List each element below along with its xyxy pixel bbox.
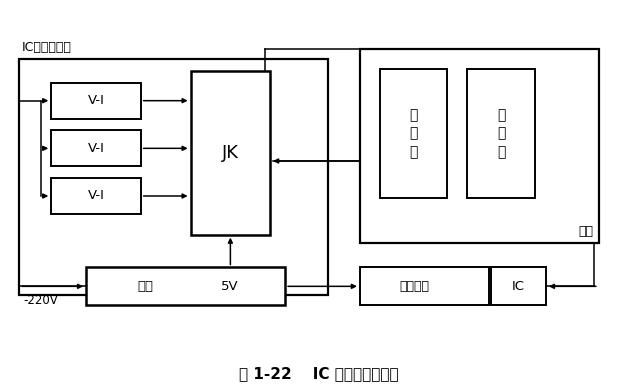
Bar <box>19 59 328 295</box>
Bar <box>190 71 270 235</box>
Text: JK: JK <box>222 144 239 162</box>
Text: 5V: 5V <box>220 280 238 293</box>
Bar <box>86 268 285 305</box>
Bar <box>468 69 535 198</box>
Text: V-I: V-I <box>87 94 104 107</box>
Text: IC: IC <box>512 280 525 293</box>
Text: V-I: V-I <box>87 142 104 155</box>
Text: 微机: 微机 <box>579 225 594 238</box>
Bar <box>51 83 141 119</box>
Text: 扩
充
槽: 扩 充 槽 <box>410 108 418 159</box>
Text: 被测电路: 被测电路 <box>399 280 429 293</box>
Bar <box>51 178 141 214</box>
Bar <box>380 69 447 198</box>
Text: 电源: 电源 <box>138 280 154 293</box>
Bar <box>51 130 141 166</box>
Text: 图 1-22    IC 测试仪结构框图: 图 1-22 IC 测试仪结构框图 <box>239 366 398 381</box>
Text: V-I: V-I <box>87 189 104 203</box>
Bar <box>360 49 599 243</box>
Text: 接
口
卡: 接 口 卡 <box>497 108 505 159</box>
Text: -220V: -220V <box>24 294 58 307</box>
Bar <box>491 268 546 305</box>
Bar <box>360 268 489 305</box>
Text: IC电路测试仪: IC电路测试仪 <box>21 41 71 54</box>
